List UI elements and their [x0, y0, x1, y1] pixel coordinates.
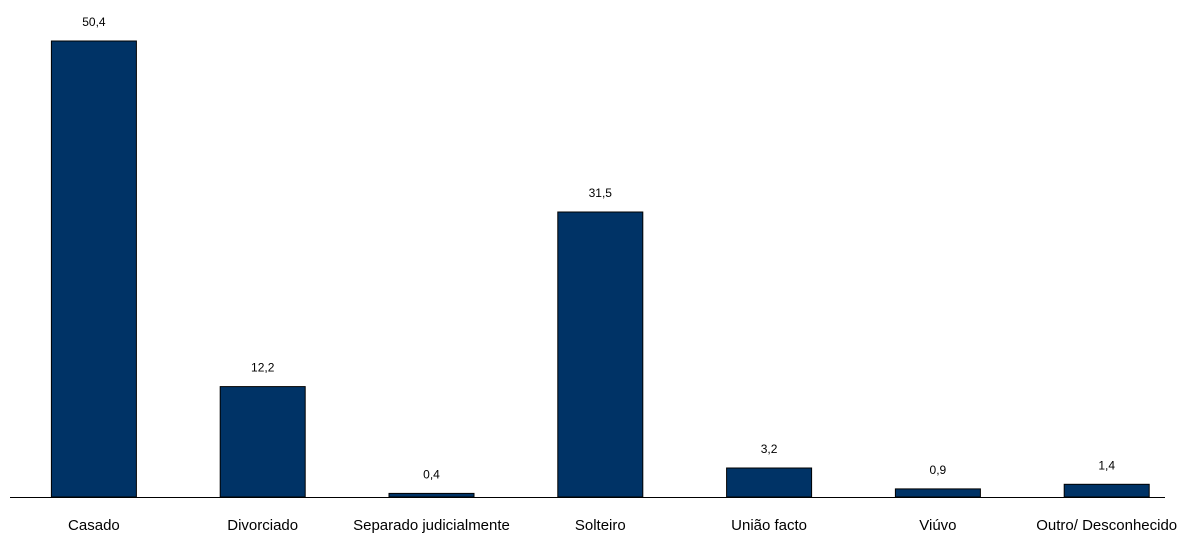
- category-labels-group: Casado Divorciado Separado judicialmente So…: [68, 517, 1177, 534]
- data-label: 0,4: [423, 467, 440, 481]
- category-tick-label: União facto: [731, 517, 807, 534]
- bar: [388, 492, 475, 498]
- category-tick-label: Separado judicialmente: [353, 517, 510, 534]
- data-label: 0,9: [930, 463, 947, 477]
- data-label: 50,4: [82, 15, 106, 29]
- category-tick-label: Casado: [68, 517, 120, 534]
- category-tick-label: Solteiro: [575, 517, 626, 534]
- data-label: 3,2: [761, 442, 778, 456]
- bar: [1063, 483, 1150, 498]
- data-label: 31,5: [589, 186, 613, 200]
- category-tick-label: Viúvo: [919, 517, 956, 534]
- value-labels-group: 50,4 12,2 0,4 31,5 3,2 0,9 1,4: [82, 15, 1115, 481]
- category-tick-label: Outro/ Desconhecido: [1036, 517, 1177, 534]
- bar: [219, 386, 306, 498]
- bars-group: [50, 40, 1150, 498]
- bar: [50, 40, 137, 498]
- bar: [894, 488, 981, 498]
- data-label: 12,2: [251, 361, 275, 375]
- bar: [557, 211, 644, 498]
- bar: [726, 467, 813, 498]
- data-label: 1,4: [1098, 458, 1115, 472]
- category-tick-label: Divorciado: [227, 517, 298, 534]
